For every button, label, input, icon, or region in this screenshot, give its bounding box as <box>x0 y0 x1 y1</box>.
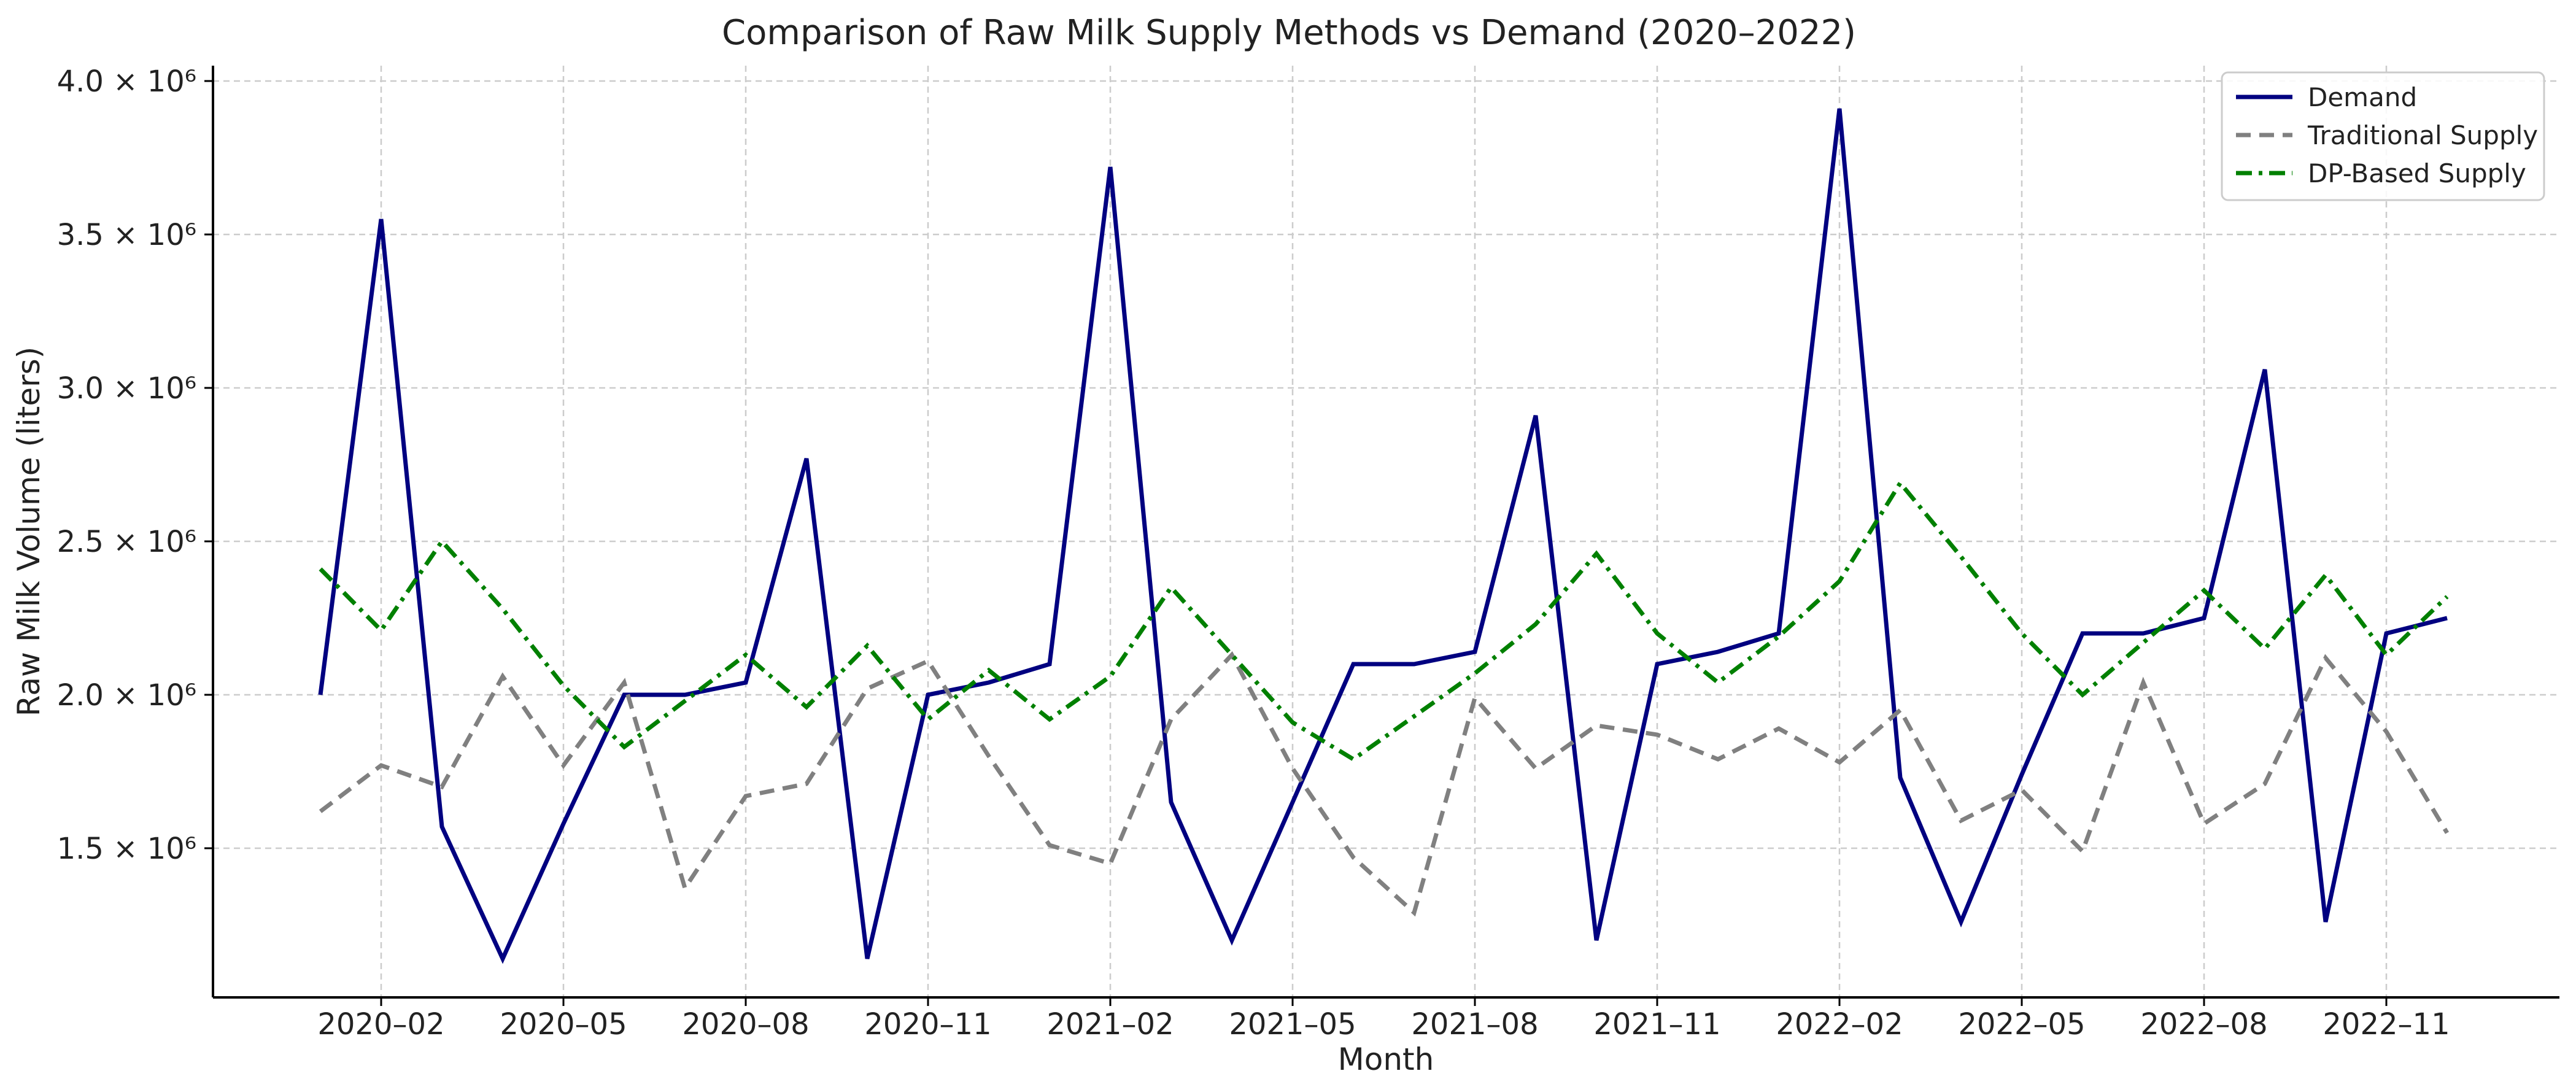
y-tick-label: 3.0 × 10⁶ <box>57 371 196 406</box>
x-tick-label: 2022–08 <box>2140 1007 2267 1042</box>
series-line-demand <box>318 108 2448 964</box>
x-tick-label: 2020–02 <box>317 1007 444 1042</box>
series-lines <box>318 108 2450 964</box>
y-tick-label: 2.5 × 10⁶ <box>57 525 196 559</box>
y-tick-label: 2.0 × 10⁶ <box>57 678 196 713</box>
legend-label: DP-Based Supply <box>2308 158 2526 188</box>
x-tick-label: 2021–02 <box>1046 1007 1174 1042</box>
x-tick-label: 2020–11 <box>864 1007 991 1042</box>
legend-label: Traditional Supply <box>2307 120 2538 150</box>
legend-label: Demand <box>2308 82 2417 112</box>
x-tick-label: 2020–08 <box>682 1007 809 1042</box>
ticks: 1.5 × 10⁶ 2.0 × 10⁶ 2.5 × 10⁶ 3.0 × 10⁶ 3.5 … <box>57 64 2450 1042</box>
series-line-traditional-supply <box>319 651 2450 917</box>
grid-lines <box>213 66 2559 997</box>
legend: Demand Traditional Supply DP-Based Supply <box>2221 71 2545 201</box>
y-axis-label: Raw Milk Volume (liters) <box>11 347 47 716</box>
y-tick-label: 1.5 × 10⁶ <box>57 832 196 866</box>
x-axis-label: Month <box>1338 1042 1434 1077</box>
legend-box <box>2221 71 2545 201</box>
x-tick-label: 2022–11 <box>2323 1007 2450 1042</box>
chart-title: Comparison of Raw Milk Supply Methods vs… <box>722 13 1856 53</box>
x-tick-label: 2021–11 <box>1593 1007 1720 1042</box>
x-tick-label: 2022–02 <box>1776 1007 1903 1042</box>
series-line-dp-based-supply <box>319 479 2449 762</box>
y-tick-label: 3.5 × 10⁶ <box>57 218 196 252</box>
x-tick-label: 2021–08 <box>1411 1007 1538 1042</box>
x-tick-label: 2021–05 <box>1229 1007 1356 1042</box>
axes <box>212 66 2559 999</box>
x-tick-label: 2020–05 <box>500 1007 627 1042</box>
x-tick-label: 2022–05 <box>1958 1007 2085 1042</box>
y-tick-label: 4.0 × 10⁶ <box>57 64 196 99</box>
